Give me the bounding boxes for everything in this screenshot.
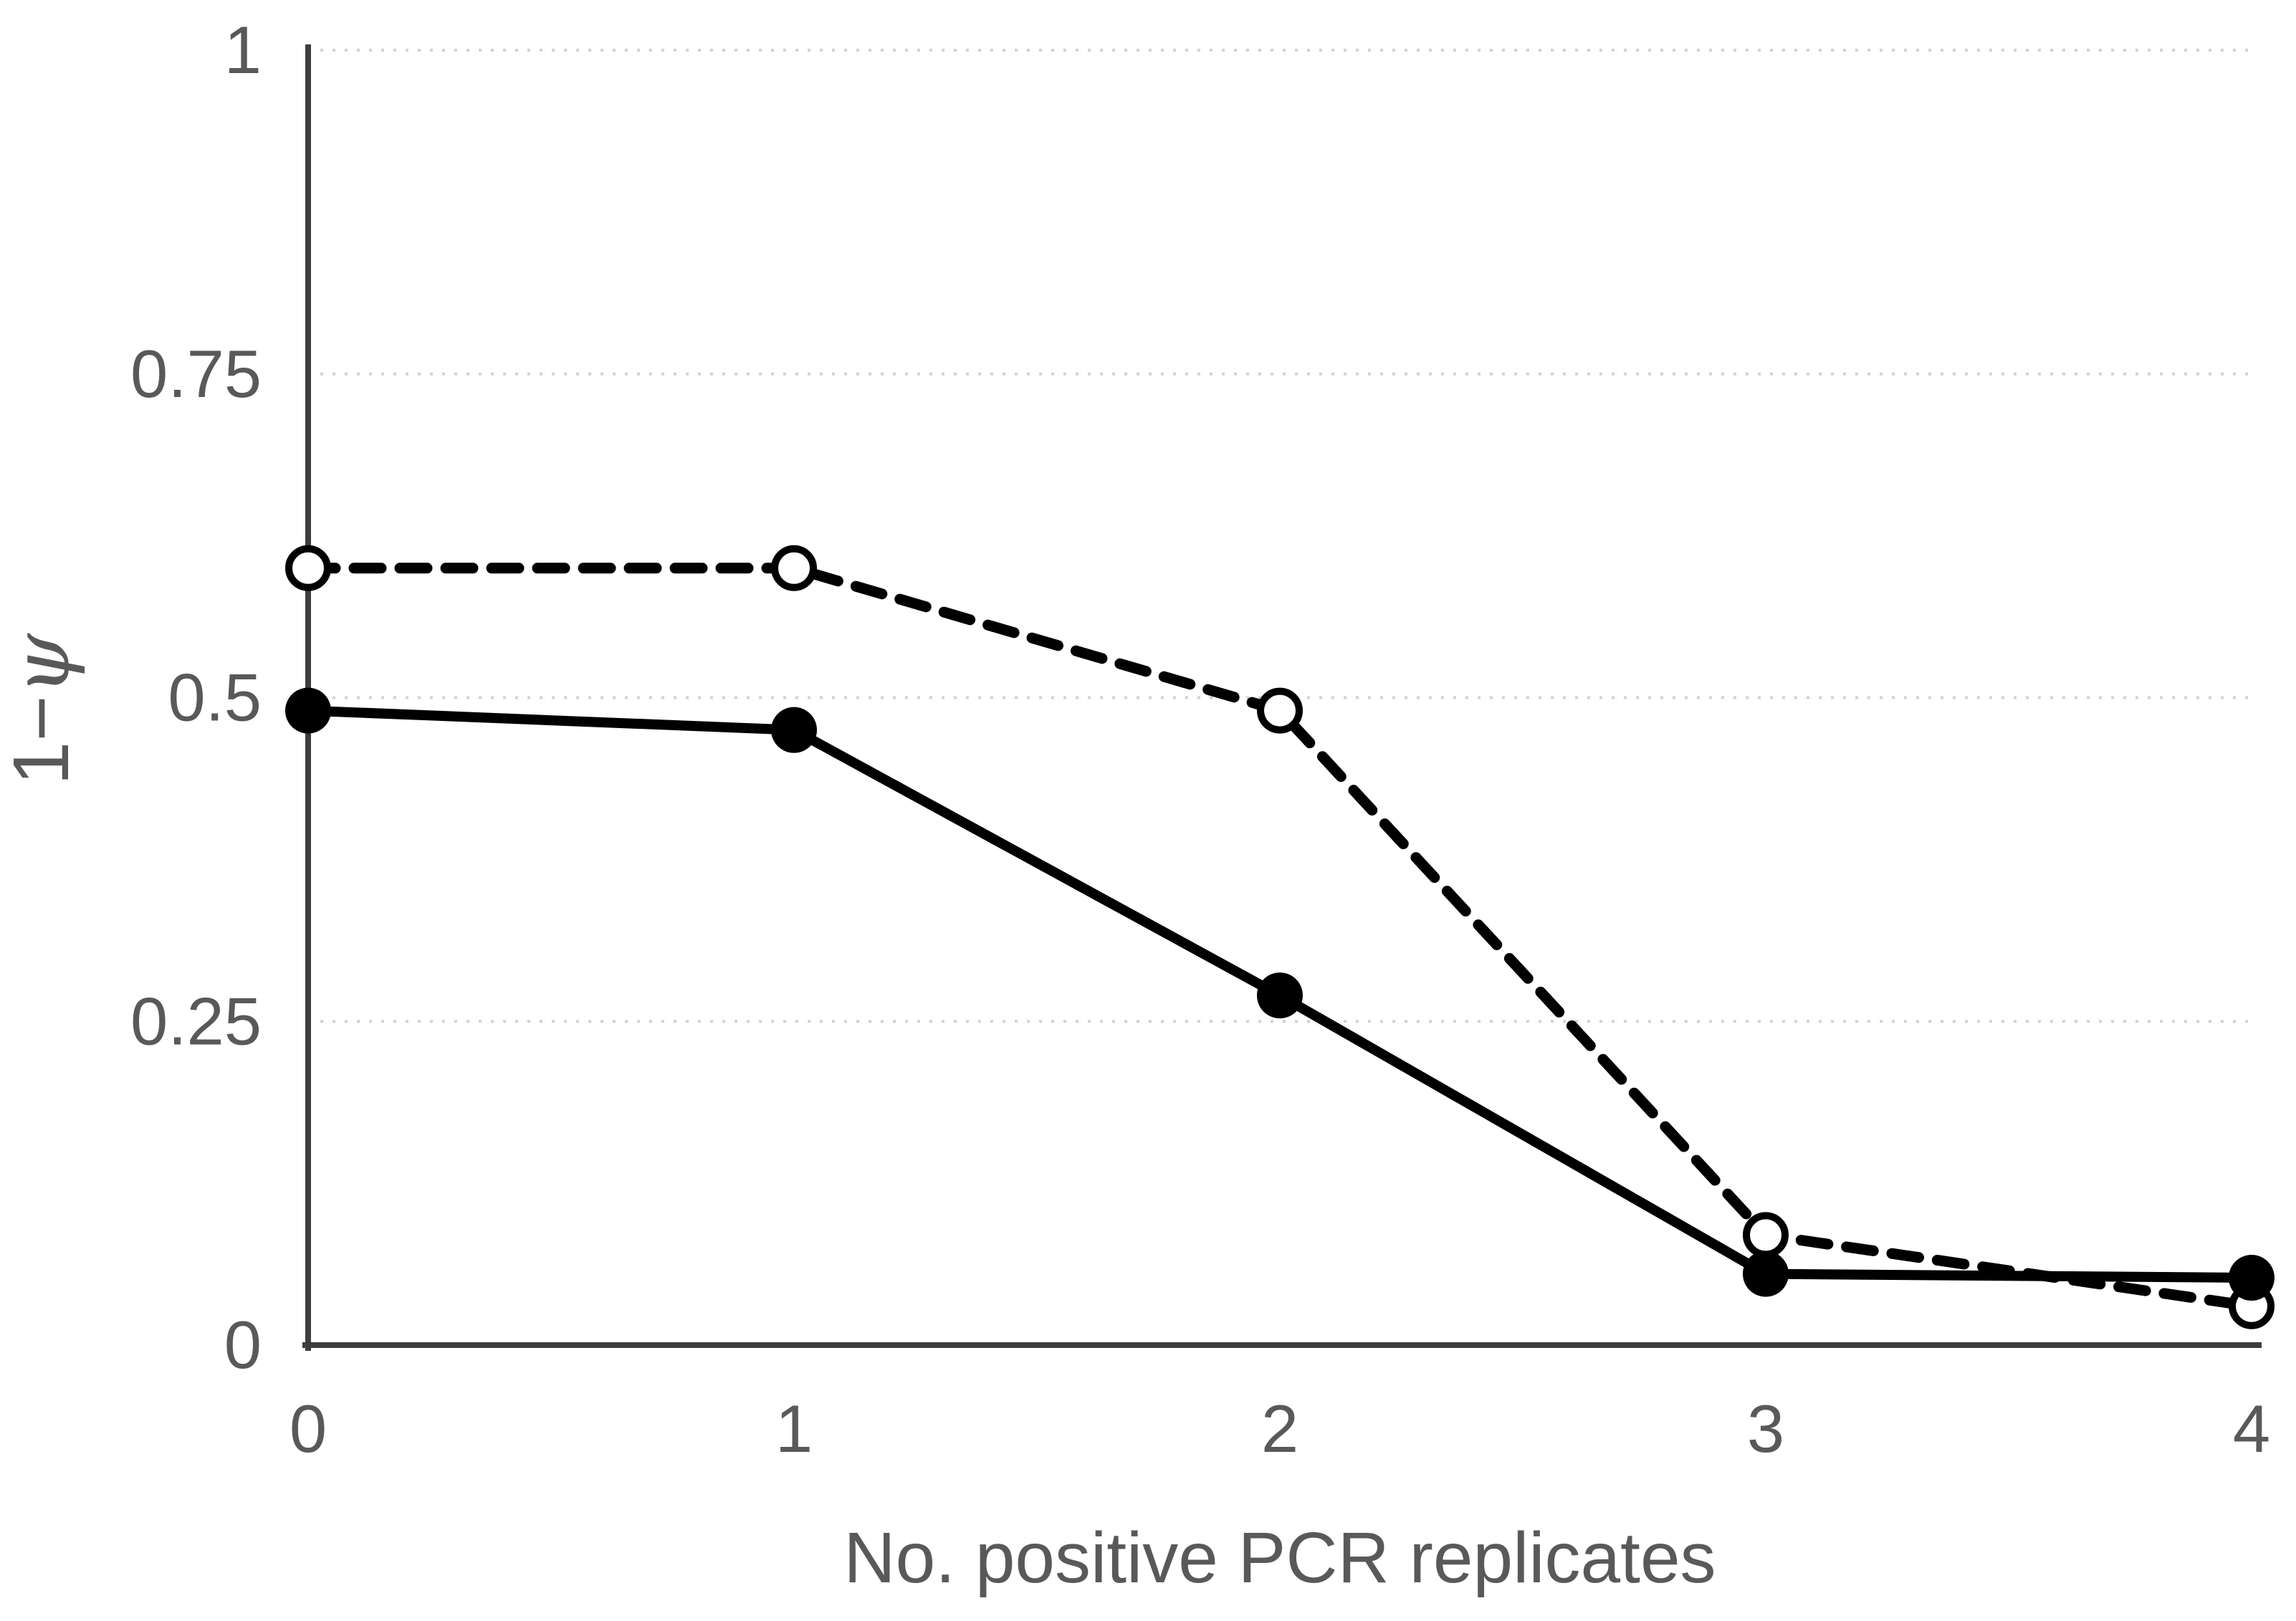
- filled-circle-marker: [1257, 972, 1303, 1019]
- filled-circle-marker: [2229, 1255, 2275, 1301]
- y-axis-title: 1−ψ: [0, 632, 87, 785]
- y-tick-label-2: 0.5: [168, 660, 262, 735]
- y-tick-label-3: 0.75: [130, 336, 262, 411]
- series-line-open-circles-dashed-line: [302, 563, 2257, 1312]
- y-axis-title-prefix: 1−: [0, 695, 85, 785]
- filled-circle-marker: [771, 707, 817, 753]
- x-tick-label-1: 1: [775, 1391, 813, 1466]
- x-tick-label-4: 4: [2233, 1391, 2270, 1466]
- open-circle-marker: [1743, 1212, 1789, 1258]
- filled-circle-marker: [285, 687, 331, 734]
- open-circle-marker: [285, 545, 331, 591]
- y-tick-label-4: 1: [224, 12, 262, 87]
- y-axis-title-psi-symbol: ψ: [0, 632, 87, 695]
- x-axis-title: No. positive PCR replicates: [843, 1518, 1716, 1598]
- y-tick-label-0: 0: [224, 1307, 262, 1382]
- filled-circle-marker: [1743, 1251, 1789, 1297]
- open-circle-marker: [1257, 687, 1303, 734]
- x-tick-label-0: 0: [290, 1391, 327, 1466]
- y-tick-label-1: 0.25: [130, 983, 262, 1058]
- x-tick-label-3: 3: [1747, 1391, 1784, 1466]
- x-tick-label-2: 2: [1261, 1391, 1298, 1466]
- open-circle-marker: [771, 545, 817, 591]
